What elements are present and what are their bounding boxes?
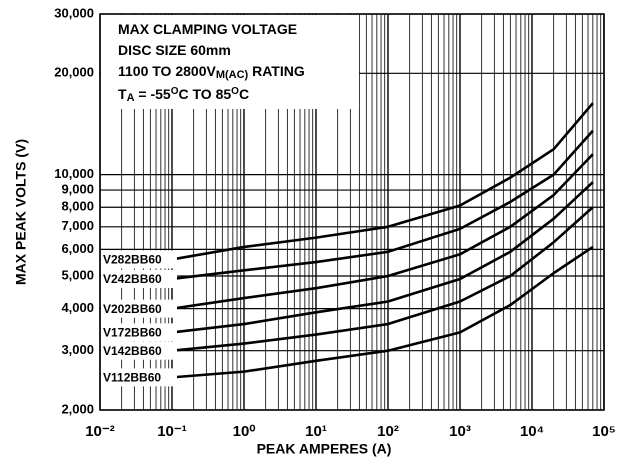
annotation-part: C <box>239 86 249 102</box>
series-label-bg <box>101 269 177 288</box>
series-label-bg <box>101 341 177 360</box>
annotation-part: O <box>231 86 239 97</box>
x-tick-label: 10³ <box>449 423 471 440</box>
y-tick-label: 6,000 <box>61 241 94 256</box>
y-tick-label: 4,000 <box>61 300 94 315</box>
annotation-part: C TO 85 <box>179 86 232 102</box>
series-label-bg <box>101 368 177 387</box>
series-line <box>171 206 594 353</box>
plot-border <box>99 13 605 411</box>
annotation-part: M(AC) <box>216 69 249 81</box>
annotation-box <box>101 15 359 109</box>
series-line <box>171 181 594 334</box>
x-tick-label: 10² <box>377 423 399 440</box>
series-line <box>171 129 594 281</box>
annotation: DISC SIZE 60mm <box>118 42 231 58</box>
y-tick-label: 30,000 <box>54 5 94 20</box>
series-label: V112BB60 <box>103 371 161 385</box>
x-tick-label: 10⁵ <box>592 423 616 440</box>
y-tick-label: 20,000 <box>54 65 94 80</box>
annotation-part: DISC SIZE 60mm <box>118 42 231 58</box>
annotation-part: MAX CLAMPING VOLTAGE <box>118 21 297 37</box>
y-tick-label: 7,000 <box>61 218 94 233</box>
y-tick-label: 3,000 <box>61 342 94 357</box>
x-axis-label: PEAK AMPERES (A) <box>257 441 392 457</box>
series-label: V242BB60 <box>103 272 162 286</box>
x-tick-label: 10⁰ <box>233 423 256 440</box>
annotation-part: RATING <box>248 63 305 79</box>
series-line <box>171 245 594 379</box>
annotation: TA = -55OC TO 85OC <box>118 86 249 105</box>
y-tick-label: 10,000 <box>54 166 94 181</box>
annotation: 1100 TO 2800VM(AC) RATING <box>118 63 305 82</box>
series-label-bg <box>101 250 177 269</box>
annotation-part: T <box>118 86 127 102</box>
annotation-part: 1100 TO 2800V <box>118 63 216 79</box>
series-line <box>171 153 594 310</box>
series-label: V142BB60 <box>103 344 162 358</box>
x-tick-label: 10⁴ <box>520 423 544 440</box>
series-label: V202BB60 <box>103 302 162 316</box>
series-label-bg <box>101 299 177 318</box>
y-tick-label: 9,000 <box>61 181 94 196</box>
y-axis-label: MAX PEAK VOLTS (V) <box>13 139 29 285</box>
y-tick-label: 2,000 <box>61 401 94 416</box>
series-label: V282BB60 <box>103 253 162 267</box>
y-tick-label: 5,000 <box>61 267 94 282</box>
x-tick-label: 10⁻¹ <box>157 423 187 440</box>
annotation-part: O <box>171 86 179 97</box>
x-tick-label: 10⁻² <box>85 423 115 440</box>
y-tick-label: 8,000 <box>61 199 94 214</box>
annotation: MAX CLAMPING VOLTAGE <box>118 21 297 37</box>
x-tick-label: 10¹ <box>305 423 327 440</box>
annotation-part: A <box>127 92 135 104</box>
annotation-part: = -55 <box>135 86 171 102</box>
series-label-bg <box>101 323 177 342</box>
series-label: V172BB60 <box>103 326 162 340</box>
series-line <box>171 102 594 261</box>
